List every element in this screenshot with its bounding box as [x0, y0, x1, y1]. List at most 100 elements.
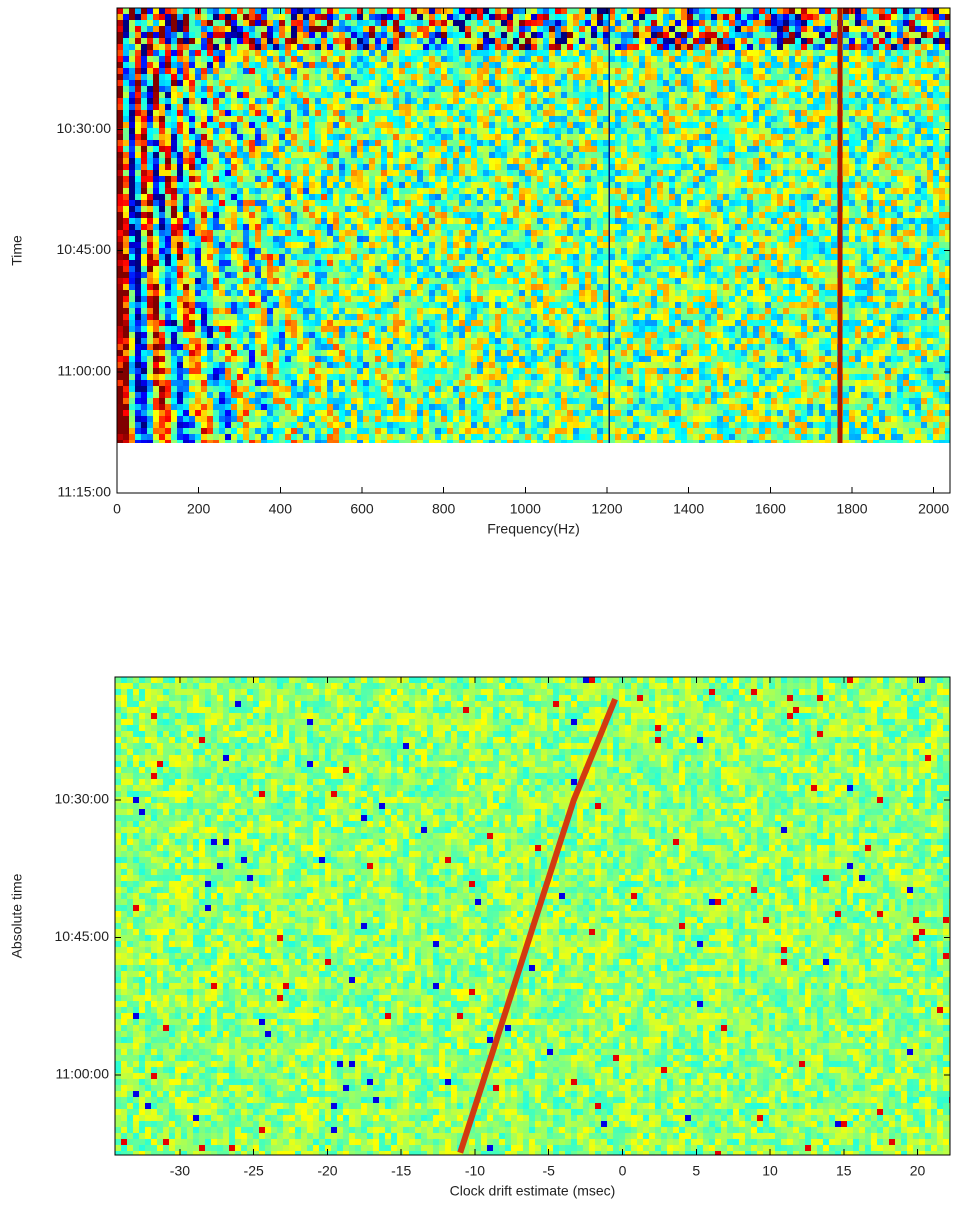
heatmap-cell — [489, 110, 495, 116]
heatmap-cell — [309, 20, 315, 26]
heatmap-cell — [777, 110, 783, 116]
heatmap-cell — [429, 116, 435, 122]
heatmap-cell — [729, 68, 735, 74]
heatmap-cell — [849, 110, 855, 116]
heatmap-cell — [819, 110, 825, 116]
heatmap-cell — [387, 68, 393, 74]
heatmap-cell — [291, 62, 297, 68]
heatmap-cell — [423, 98, 429, 104]
heatmap-cell — [747, 68, 753, 74]
heatmap-cell — [123, 8, 129, 14]
heatmap-cell — [237, 8, 243, 14]
heatmap-cell — [645, 128, 651, 134]
heatmap-cell — [231, 38, 237, 44]
heatmap-cell — [723, 44, 729, 50]
heatmap-cell — [909, 44, 915, 50]
heatmap-cell — [735, 140, 741, 146]
heatmap-cell — [411, 20, 417, 26]
heatmap-cell — [591, 110, 597, 116]
heatmap-cell — [279, 50, 285, 56]
heatmap-cell — [843, 38, 849, 44]
heatmap-cell — [651, 134, 657, 140]
heatmap-cell — [135, 116, 141, 122]
heatmap-cell — [657, 14, 663, 20]
heatmap-cell — [711, 134, 717, 140]
heatmap-cell — [795, 80, 801, 86]
heatmap-cell — [141, 146, 147, 152]
heatmap-cell — [189, 62, 195, 68]
heatmap-cell — [483, 146, 489, 152]
heatmap-cell — [483, 104, 489, 110]
heatmap-cell — [267, 38, 273, 44]
heatmap-cell — [435, 122, 441, 128]
heatmap-cell — [447, 56, 453, 62]
heatmap-cell — [153, 26, 159, 32]
heatmap-cell — [561, 128, 567, 134]
heatmap-cell — [237, 110, 243, 116]
heatmap-cell — [765, 146, 771, 152]
heatmap-cell — [705, 128, 711, 134]
heatmap-cell — [687, 56, 693, 62]
heatmap-cell — [195, 86, 201, 92]
heatmap-cell — [411, 98, 417, 104]
heatmap-cell — [549, 110, 555, 116]
heatmap-cell — [423, 86, 429, 92]
heatmap-cell — [555, 74, 561, 80]
heatmap-cell — [867, 68, 873, 74]
heatmap-cell — [873, 38, 879, 44]
heatmap-cell — [657, 104, 663, 110]
heatmap-cell — [819, 44, 825, 50]
heatmap-cell — [249, 86, 255, 92]
heatmap-cell — [159, 74, 165, 80]
heatmap-cell — [909, 86, 915, 92]
heatmap-cell — [609, 74, 615, 80]
heatmap-cell — [231, 140, 237, 146]
heatmap-cell — [915, 56, 921, 62]
heatmap-cell — [123, 134, 129, 140]
heatmap-cell — [447, 50, 453, 56]
heatmap-cell — [615, 146, 621, 152]
heatmap-cell — [519, 98, 525, 104]
heatmap-cell — [747, 56, 753, 62]
heatmap-cell — [447, 32, 453, 38]
heatmap-cell — [429, 98, 435, 104]
heatmap-cell — [651, 104, 657, 110]
heatmap-cell — [207, 104, 213, 110]
heatmap-cell — [669, 80, 675, 86]
heatmap-cell — [867, 86, 873, 92]
heatmap-cell — [591, 8, 597, 14]
heatmap-cell — [879, 116, 885, 122]
heatmap-cell — [783, 134, 789, 140]
heatmap-cell — [627, 44, 633, 50]
heatmap-cell — [507, 26, 513, 32]
heatmap-cell — [513, 146, 519, 152]
heatmap-cell — [423, 56, 429, 62]
heatmap-cell — [537, 26, 543, 32]
heatmap-cell — [273, 86, 279, 92]
heatmap-cell — [909, 68, 915, 74]
heatmap-cell — [573, 140, 579, 146]
heatmap-cell — [447, 116, 453, 122]
heatmap-cell — [675, 104, 681, 110]
heatmap-cell — [525, 50, 531, 56]
heatmap-cell — [477, 98, 483, 104]
heatmap-cell — [447, 68, 453, 74]
heatmap-cell — [813, 80, 819, 86]
heatmap-cell — [939, 68, 945, 74]
heatmap-cell — [753, 146, 759, 152]
heatmap-cell — [693, 92, 699, 98]
heatmap-cell — [771, 38, 777, 44]
heatmap-cell — [669, 68, 675, 74]
heatmap-cell — [495, 140, 501, 146]
heatmap-cell — [411, 8, 417, 14]
heatmap-cell — [519, 44, 525, 50]
heatmap-cell — [195, 140, 201, 146]
heatmap-cell — [399, 128, 405, 134]
heatmap-cell — [735, 86, 741, 92]
heatmap-cell — [453, 32, 459, 38]
heatmap-cell — [825, 122, 831, 128]
heatmap-cell — [327, 32, 333, 38]
heatmap-cell — [915, 104, 921, 110]
heatmap-cell — [873, 92, 879, 98]
heatmap-cell — [897, 20, 903, 26]
